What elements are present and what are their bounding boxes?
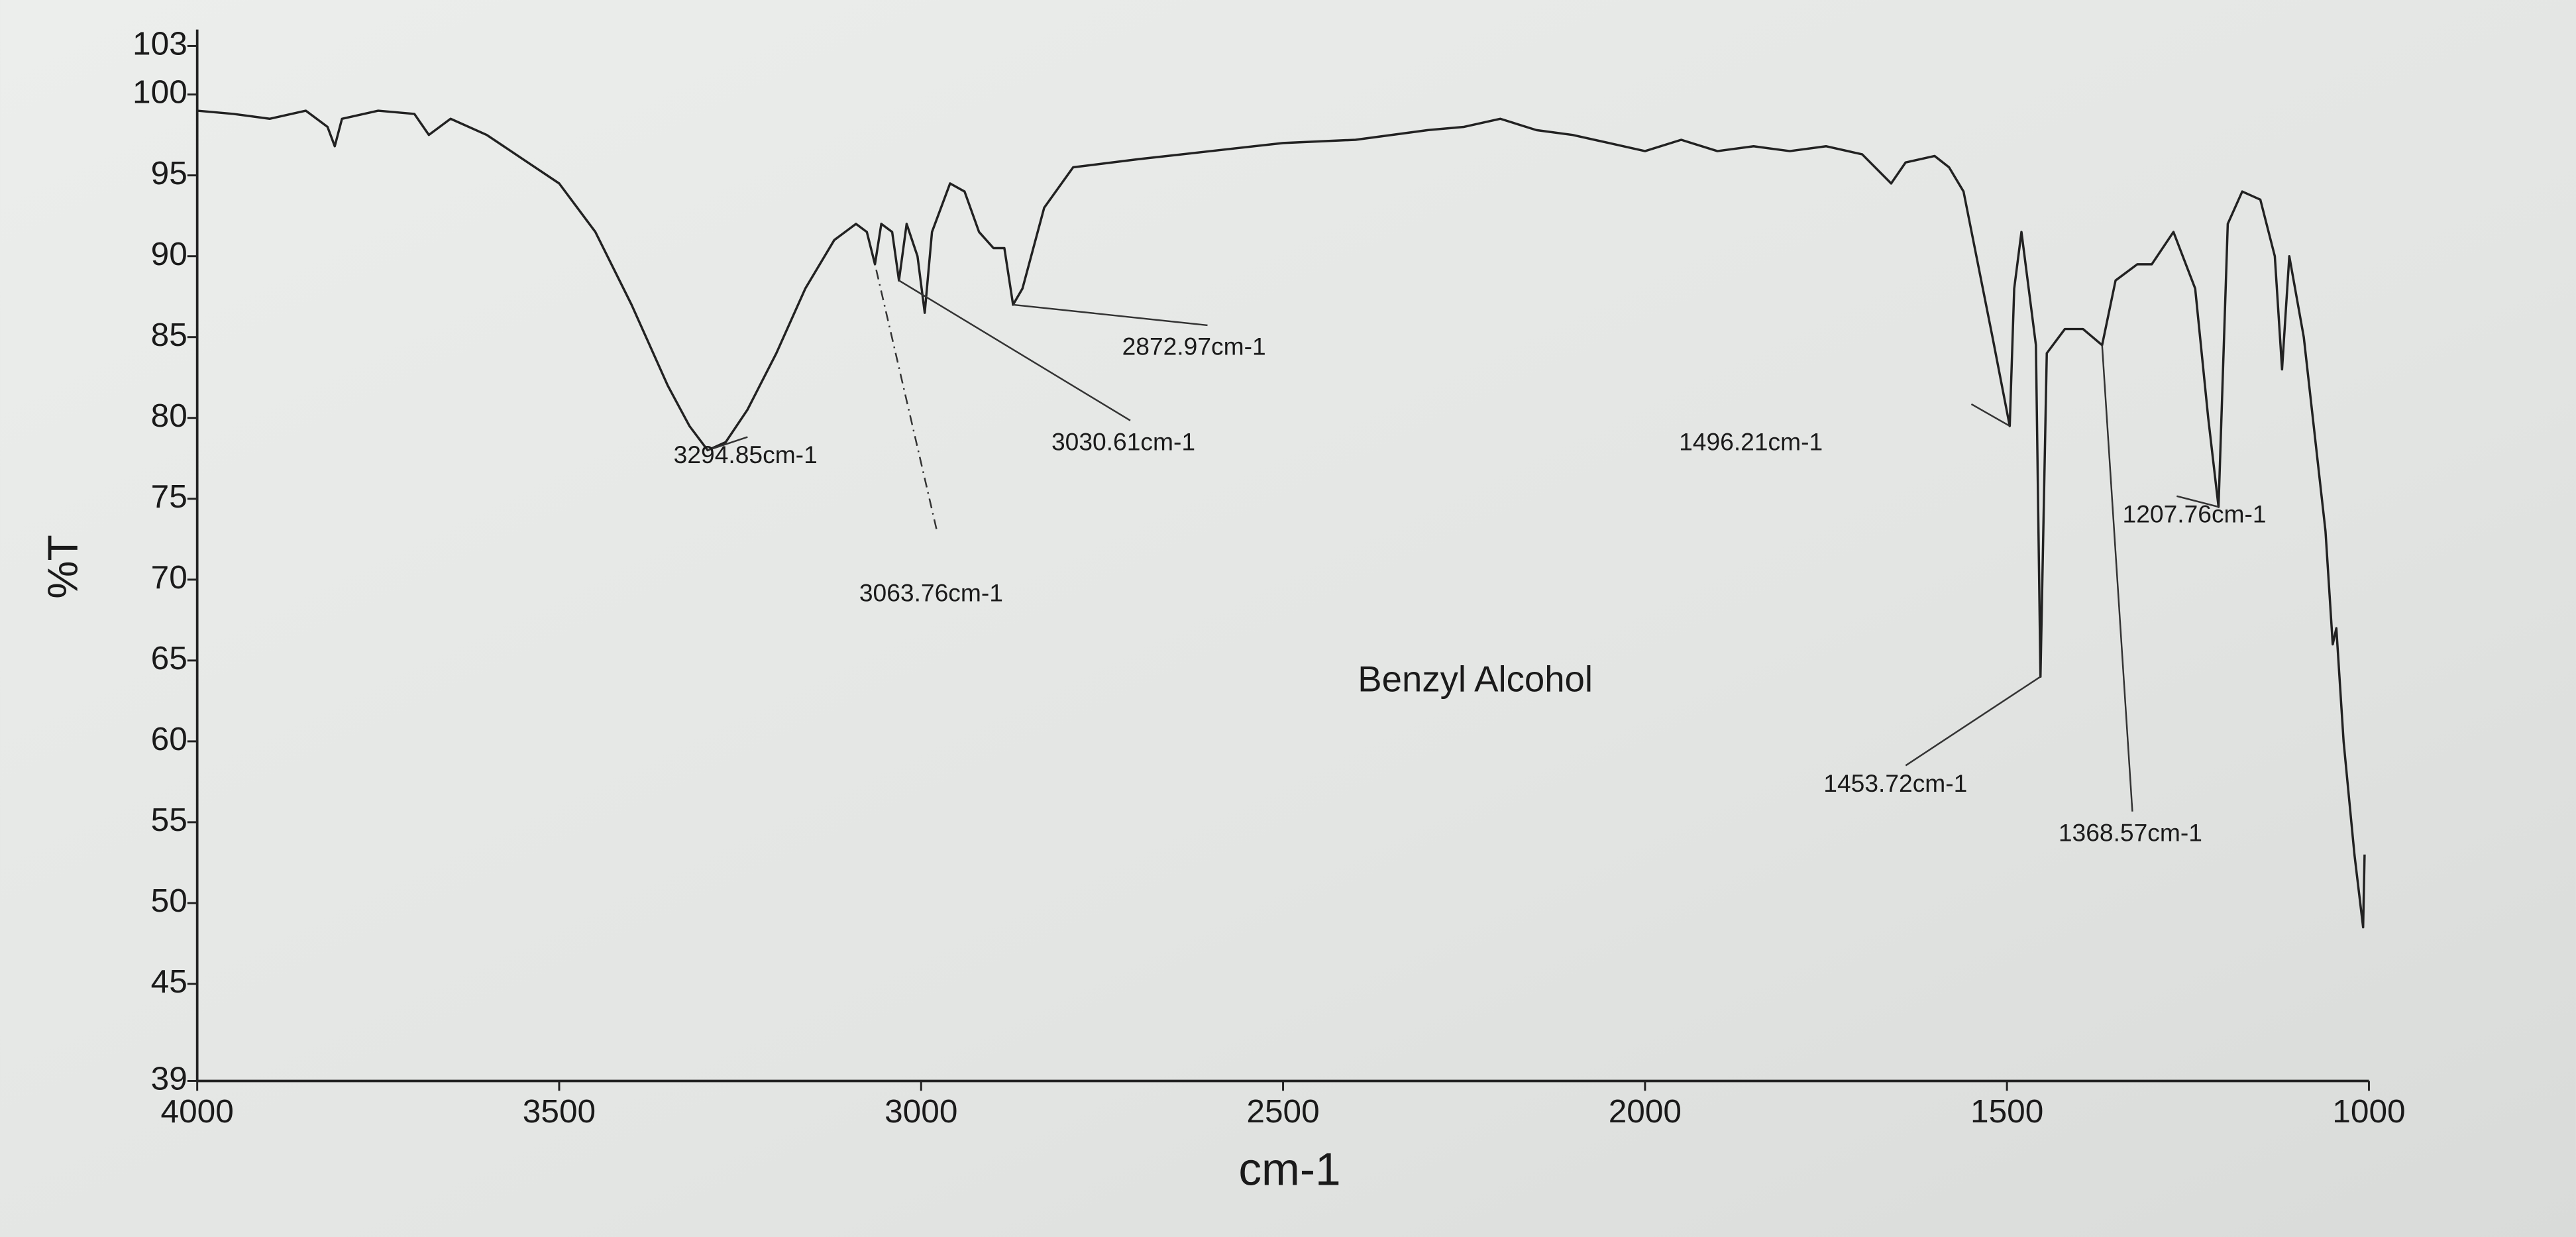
y-tick-label: 65 — [151, 639, 188, 676]
y-tick-label: 95 — [151, 154, 188, 191]
x-tick-label: 1500 — [1970, 1093, 2043, 1130]
annotation-label: 1496.21cm-1 — [1679, 427, 1823, 455]
y-tick-label: 100 — [133, 74, 188, 111]
annotation-leader — [1905, 676, 2041, 767]
annotation-leader — [707, 436, 748, 451]
x-tick-label: 1000 — [2332, 1093, 2405, 1130]
annotation-leader — [2176, 495, 2219, 508]
y-tick-label: 39 — [151, 1060, 188, 1097]
x-tick-label: 2500 — [1246, 1093, 1319, 1130]
chart-title: Benzyl Alcohol — [1358, 659, 1593, 699]
annotation-leader — [1970, 403, 2010, 427]
x-tick-label: 2000 — [1609, 1093, 1682, 1130]
x-tick-label: 3500 — [523, 1093, 596, 1130]
x-axis-label: cm-1 — [1238, 1144, 1340, 1195]
y-tick-label: 45 — [151, 963, 188, 1000]
annotation-leader — [898, 280, 1131, 421]
x-tick-label: 3000 — [885, 1093, 957, 1130]
annotation-label: 1368.57cm-1 — [2059, 818, 2202, 846]
spectrum-line — [197, 109, 2366, 929]
y-tick-label: 75 — [151, 478, 188, 515]
y-axis-label: %T — [38, 535, 86, 599]
y-tick-label: 60 — [151, 720, 188, 757]
y-tick-label: 90 — [151, 235, 188, 272]
x-tick-label: 4000 — [161, 1093, 234, 1130]
y-tick-label: 50 — [151, 882, 188, 919]
y-tick-label: 80 — [151, 397, 188, 434]
annotation-label: 3063.76cm-1 — [859, 578, 1003, 606]
annotation-label: 3030.61cm-1 — [1051, 427, 1195, 455]
annotation-leader — [874, 264, 938, 529]
annotation-label: 2872.97cm-1 — [1122, 332, 1266, 360]
y-tick-label: 55 — [151, 801, 188, 838]
annotation-leader — [1012, 303, 1208, 327]
y-tick-label: 85 — [151, 316, 188, 353]
y-tick-label: 103 — [133, 25, 188, 62]
annotation-label: 3294.85cm-1 — [674, 441, 818, 468]
y-tick-label: 70 — [151, 559, 188, 596]
annotation-label: 1207.76cm-1 — [2123, 500, 2267, 527]
annotation-leader — [2101, 345, 2133, 812]
annotation-label: 1453.72cm-1 — [1823, 769, 1967, 797]
